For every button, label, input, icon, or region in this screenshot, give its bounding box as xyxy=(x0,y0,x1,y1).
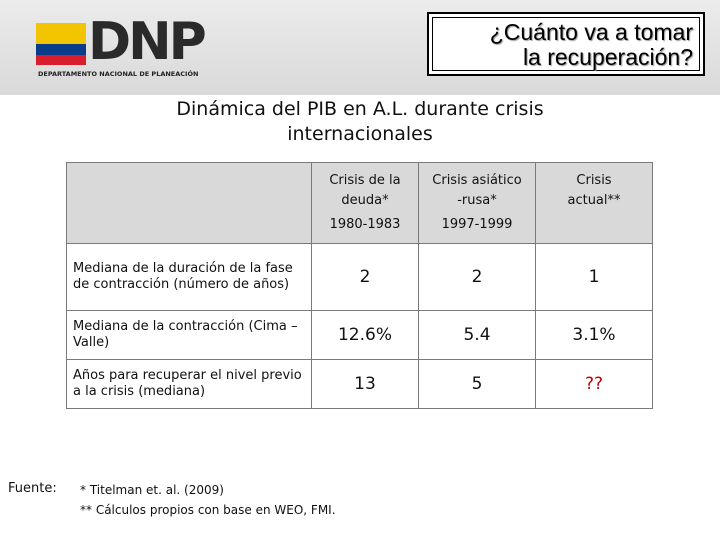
table-row: Mediana de la duración de la fase de con… xyxy=(66,243,653,311)
source-label: Fuente: xyxy=(8,481,57,496)
table-heading-line1: Dinámica del PIB en A.L. durante crisis xyxy=(176,98,544,120)
colombia-flag-icon xyxy=(36,23,86,65)
table-cell: 2 xyxy=(311,243,419,311)
header-blank-cell xyxy=(66,162,312,244)
logo-subtitle: DEPARTAMENTO NACIONAL DE PLANEACIÓN xyxy=(38,70,199,78)
slide-title-line1: ¿Cuánto va a tomar xyxy=(489,19,693,45)
header-cell-debt-crisis: Crisis de la deuda* 1980-1983 xyxy=(311,162,419,244)
table-cell: 3.1% xyxy=(535,310,653,360)
header-banner: DNP DEPARTAMENTO NACIONAL DE PLANEACIÓN … xyxy=(0,0,720,95)
header-cell-current-crisis: Crisis actual** xyxy=(535,162,653,244)
table-cell: 12.6% xyxy=(311,310,419,360)
table-cell: 2 xyxy=(418,243,536,311)
table-heading-line2: internacionales xyxy=(287,123,433,145)
table-row: Mediana de la contracción (Cima – Valle)… xyxy=(66,310,653,360)
source-notes: * Titelman et. al. (2009) ** Cálculos pr… xyxy=(80,480,336,520)
slide-title: ¿Cuánto va a tomar la recuperación? xyxy=(432,17,700,71)
slide-title-box: ¿Cuánto va a tomar la recuperación? xyxy=(427,12,705,76)
row-label: Mediana de la contracción (Cima – Valle) xyxy=(66,310,312,360)
source-note-1: * Titelman et. al. (2009) xyxy=(80,483,224,497)
table-header-row: Crisis de la deuda* 1980-1983 Crisis asi… xyxy=(66,162,653,244)
table-cell: 5.4 xyxy=(418,310,536,360)
table-heading: Dinámica del PIB en A.L. durante crisis … xyxy=(120,97,600,147)
table-cell: 13 xyxy=(311,359,419,409)
gdp-crisis-table: Crisis de la deuda* 1980-1983 Crisis asi… xyxy=(66,162,653,409)
row-label: Mediana de la duración de la fase de con… xyxy=(66,243,312,311)
dnp-logo: DNP DEPARTAMENTO NACIONAL DE PLANEACIÓN xyxy=(36,12,226,84)
slide-title-line2: la recuperación? xyxy=(522,44,693,70)
unknown-value-cell: ?? xyxy=(535,359,653,409)
table-cell: 5 xyxy=(418,359,536,409)
table-row: Años para recuperar el nivel previo a la… xyxy=(66,359,653,409)
row-label: Años para recuperar el nivel previo a la… xyxy=(66,359,312,409)
logo-text: DNP xyxy=(88,12,207,72)
source-note-2: ** Cálculos propios con base en WEO, FMI… xyxy=(80,503,336,517)
header-cell-asian-crisis: Crisis asiático -rusa* 1997-1999 xyxy=(418,162,536,244)
table-cell: 1 xyxy=(535,243,653,311)
